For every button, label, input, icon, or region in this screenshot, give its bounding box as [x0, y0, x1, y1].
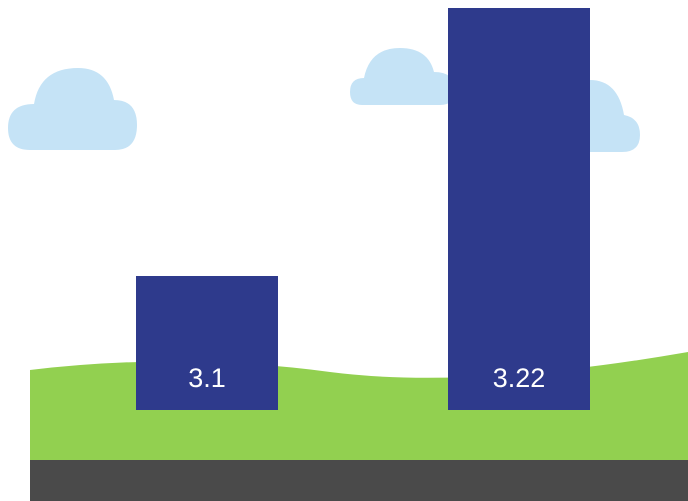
cloud [590, 80, 640, 152]
value-label: 3.1 [188, 363, 226, 393]
cloud [350, 48, 455, 105]
bar [136, 276, 278, 410]
cloud [8, 68, 137, 150]
value-label: 3.22 [493, 363, 546, 393]
clouds [8, 48, 640, 152]
footer-bar [30, 460, 688, 501]
bar [448, 8, 590, 410]
